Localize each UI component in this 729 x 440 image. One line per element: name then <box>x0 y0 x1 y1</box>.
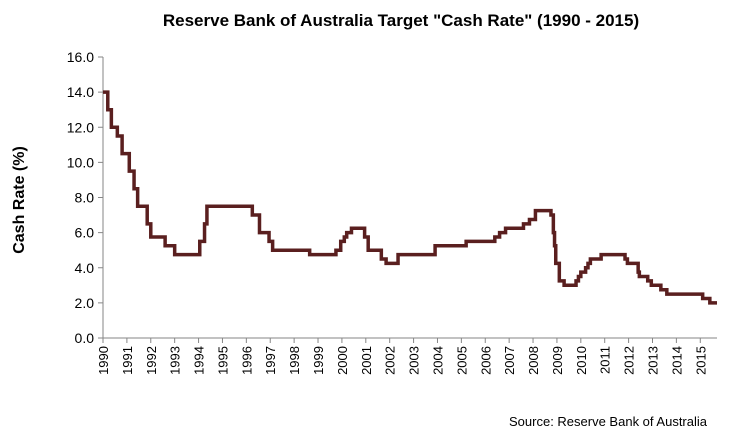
y-tick-label: 14.0 <box>67 84 94 100</box>
y-tick-label: 0.0 <box>75 330 95 346</box>
y-tick-label: 10.0 <box>67 154 94 170</box>
x-tick-label: 1993 <box>168 346 183 375</box>
x-tick-label: 1991 <box>120 346 135 375</box>
cash-rate-series-line <box>103 90 717 305</box>
x-tick-label: 2002 <box>383 346 398 375</box>
x-tick-label: 2003 <box>407 346 422 375</box>
x-tick-label: 1990 <box>96 346 111 375</box>
source-note: Source: Reserve Bank of Australia <box>509 414 708 429</box>
x-tick-label: 2008 <box>526 346 541 375</box>
x-tick-label: 1992 <box>144 346 159 375</box>
x-tick-label: 1997 <box>263 346 278 375</box>
x-tick-label: 2012 <box>622 346 637 375</box>
x-tick-label: 1998 <box>287 346 302 375</box>
axes <box>98 56 717 343</box>
x-tick-label: 2013 <box>645 346 660 375</box>
y-tick-label: 16.0 <box>67 49 94 65</box>
series-layer <box>103 90 717 305</box>
x-tick-label: 1999 <box>311 346 326 375</box>
x-tick-label: 1996 <box>239 346 254 375</box>
y-axis-label: Cash Rate (%) <box>11 146 28 254</box>
y-tick-label: 6.0 <box>75 225 95 241</box>
y-tick-label: 2.0 <box>75 295 95 311</box>
x-tick-label: 2015 <box>693 346 708 375</box>
x-tick-label: 2009 <box>550 346 565 375</box>
x-tick-label: 2006 <box>478 346 493 375</box>
x-tick-label: 1995 <box>215 346 230 375</box>
chart-title: Reserve Bank of Australia Target "Cash R… <box>163 11 639 30</box>
y-tick-label: 12.0 <box>67 119 94 135</box>
x-tick-label: 1994 <box>192 346 207 375</box>
x-tick-label: 2001 <box>359 346 374 375</box>
y-tick-label: 4.0 <box>75 260 95 276</box>
x-tick-label: 2014 <box>669 346 684 375</box>
x-tick-label: 2010 <box>574 346 589 375</box>
tick-labels: 0.0 2.0 4.0 6.0 8.0 10.0 12.0 14.0 16.0 1990 1991 1… <box>67 49 709 375</box>
x-tick-label: 2005 <box>454 346 469 375</box>
x-tick-label: 2007 <box>502 346 517 375</box>
x-tick-label: 2011 <box>598 346 613 374</box>
y-tick-label: 8.0 <box>75 190 95 206</box>
x-tick-label: 2004 <box>430 346 445 375</box>
x-tick-label: 2000 <box>335 346 350 375</box>
